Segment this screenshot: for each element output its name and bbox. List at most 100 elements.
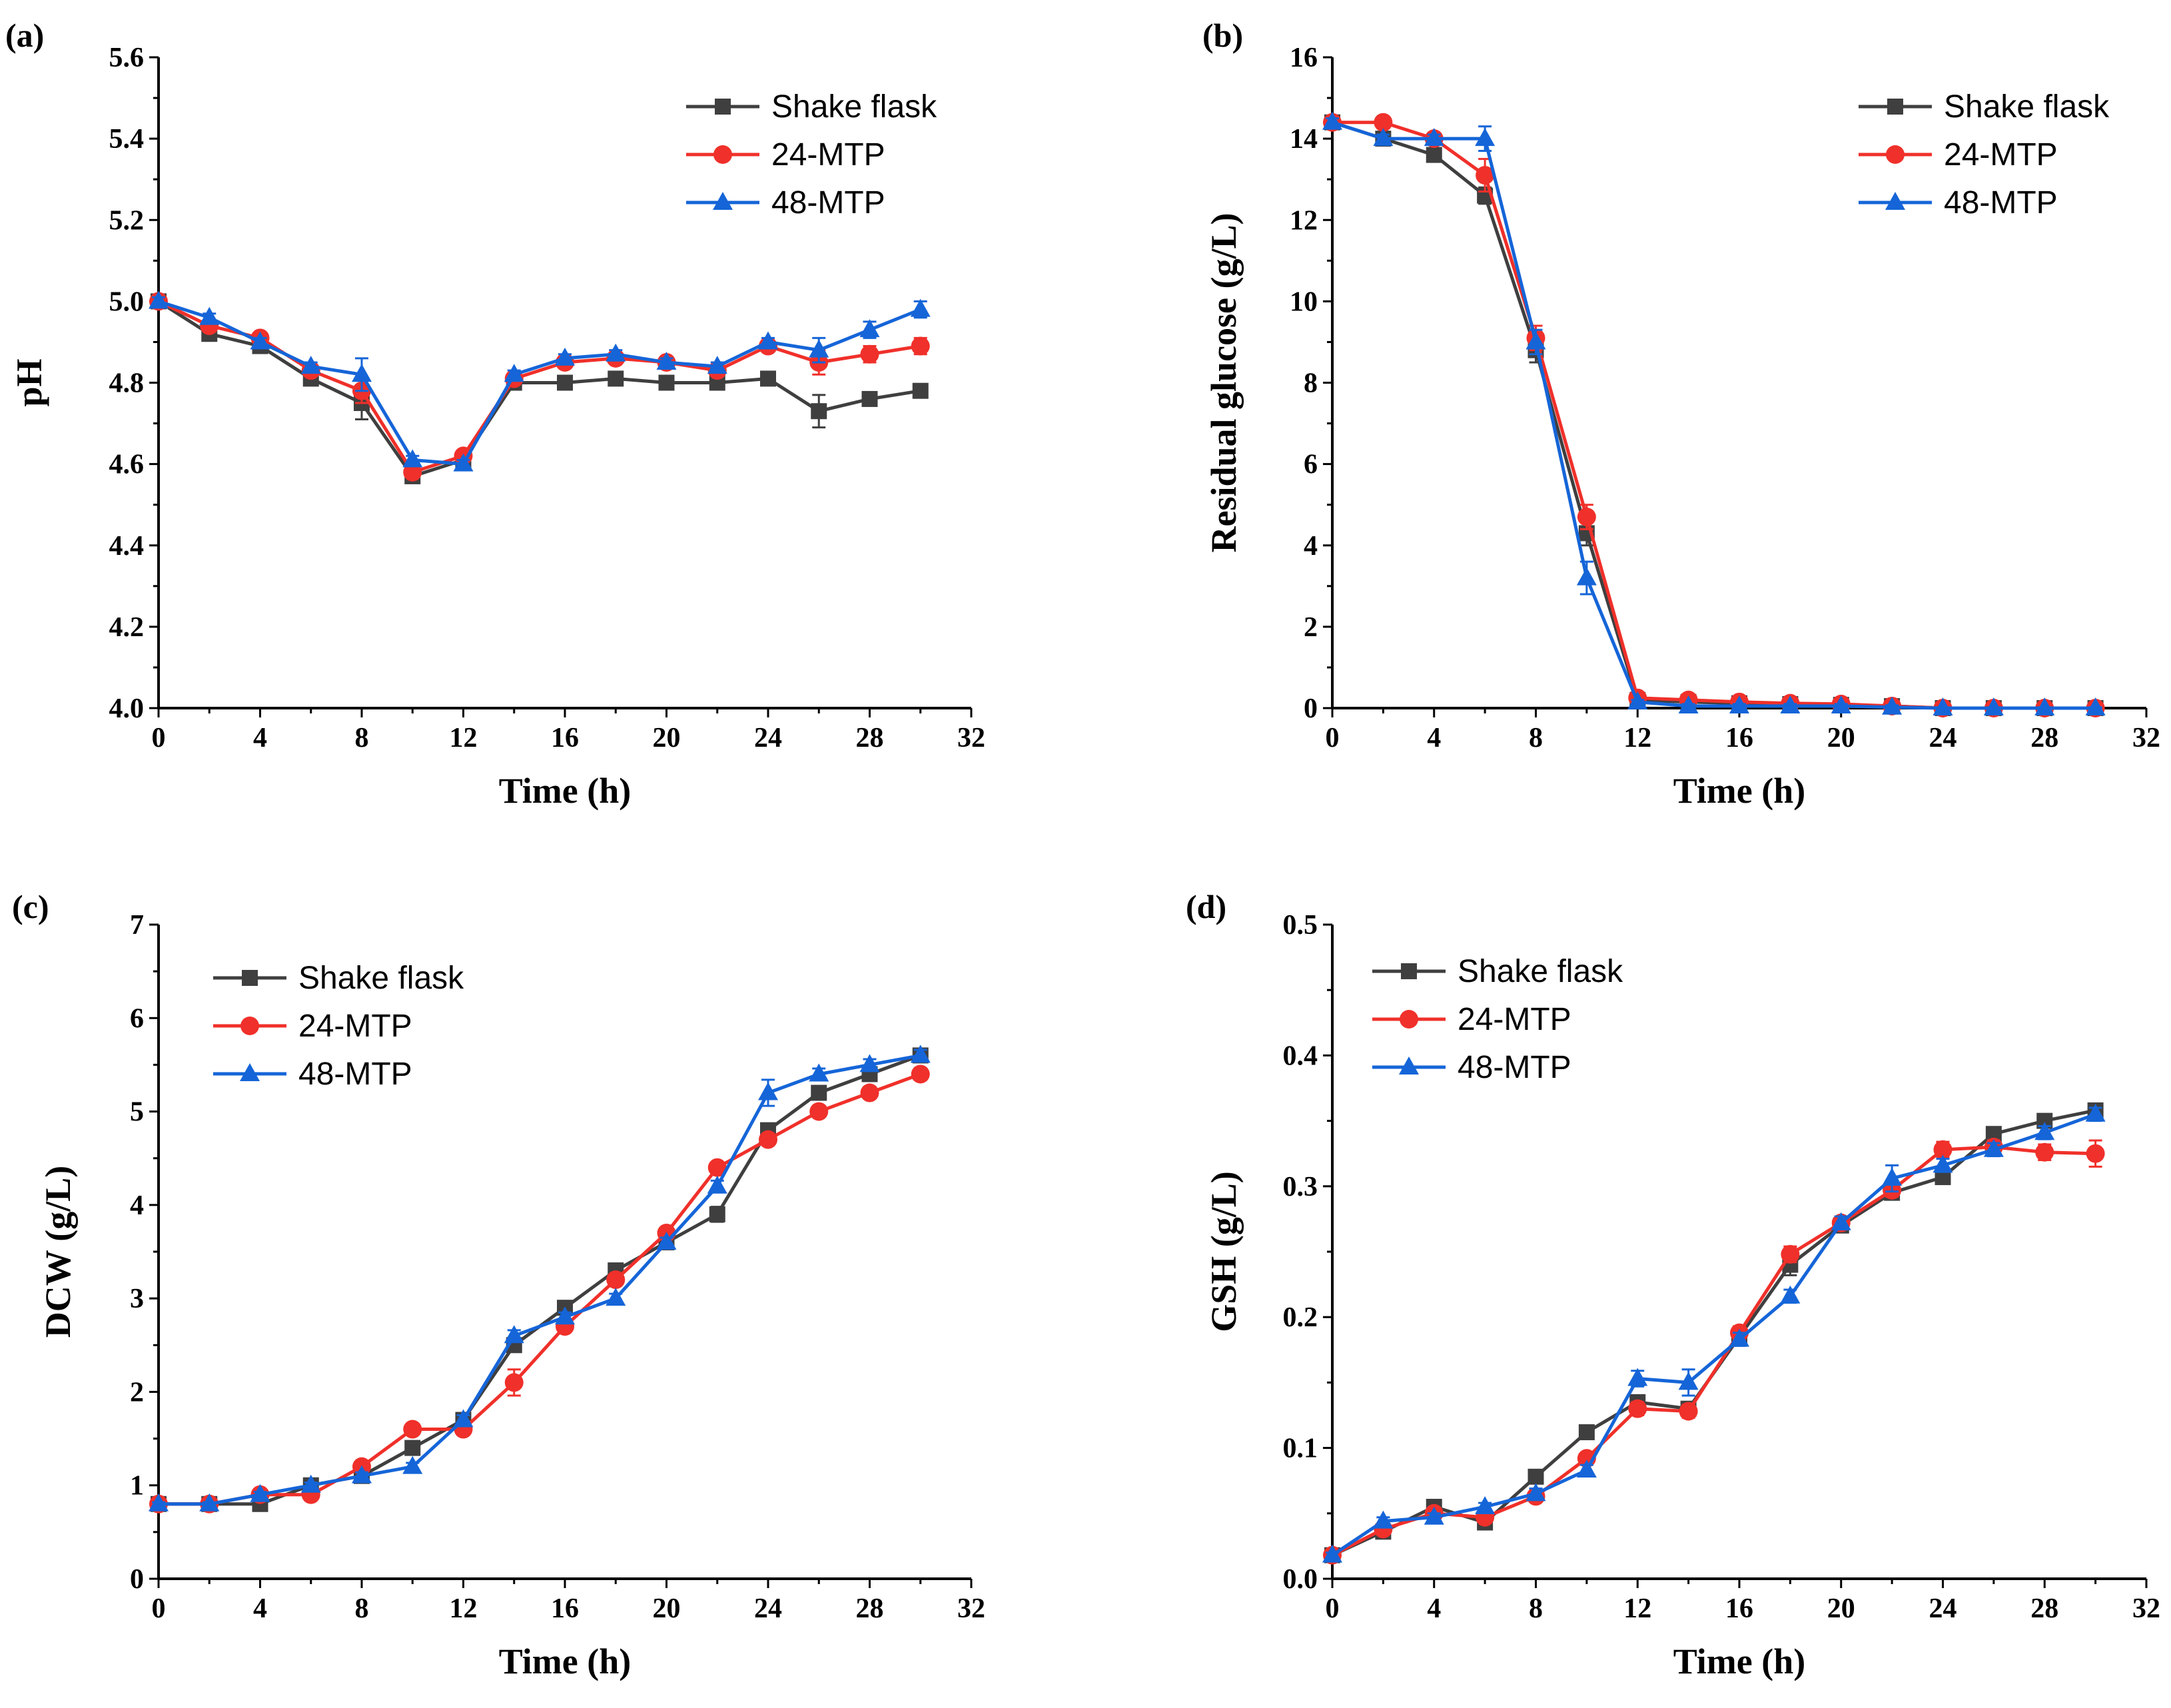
data-point: [1475, 1495, 1496, 1514]
legend-marker: [1887, 99, 1903, 115]
x-tick-label: 4: [253, 1593, 267, 1624]
data-point: [1373, 1510, 1394, 1529]
y-tick-label: 5.2: [109, 205, 145, 236]
data-point: [1983, 1138, 2004, 1157]
y-tick-label: 5.6: [109, 43, 145, 73]
y-tick-label: 4.6: [109, 450, 145, 480]
data-point: [199, 306, 220, 325]
data-point: [555, 1306, 575, 1325]
data-point: [404, 1440, 421, 1456]
legend-marker: [1401, 963, 1417, 979]
y-tick-label: 4.0: [109, 693, 145, 724]
series-line: [157, 300, 921, 474]
data-point: [1426, 147, 1442, 163]
data-point: [504, 364, 524, 382]
data-point: [1424, 128, 1444, 147]
x-axis-title: Time (h): [499, 771, 632, 811]
data-point: [1577, 508, 1596, 527]
data-point: [1983, 697, 2004, 715]
x-tick-label: 24: [754, 723, 782, 753]
data-point: [1678, 695, 1699, 713]
data-point: [1322, 111, 1342, 130]
series-shake-flask: [1324, 1102, 2104, 1563]
y-tick-label: 0: [130, 1564, 144, 1595]
data-point: [1780, 695, 1801, 713]
data-point: [1475, 128, 1496, 147]
data-point: [1373, 128, 1394, 147]
x-tick-label: 28: [2030, 1593, 2058, 1624]
data-point: [2086, 1144, 2105, 1163]
data-point: [707, 1158, 727, 1177]
data-point: [149, 290, 169, 309]
data-point: [809, 1102, 829, 1121]
legend-entry: 48-MTP: [298, 1057, 412, 1092]
legend: Shake flask 24-MTP 48-MTP: [1859, 89, 2110, 220]
data-point: [1374, 113, 1393, 132]
x-tick-label: 12: [1623, 723, 1651, 753]
data-point: [707, 1175, 727, 1194]
x-tick-label: 4: [1427, 1593, 1441, 1624]
x-tick-label: 24: [754, 1593, 782, 1624]
data-point: [2034, 1122, 2055, 1140]
data-point: [811, 1084, 827, 1101]
data-point: [809, 339, 829, 358]
x-axis-title: Time (h): [1673, 771, 1806, 811]
data-point: [2085, 1103, 2106, 1122]
data-point: [504, 1373, 524, 1392]
chart-panel-d: 0 4 8 12 16 20 24 28 32 0.0 0.1 0.2 0.3 0.4 0.5 Time (h…: [1186, 888, 2160, 1681]
legend-entry: 24-MTP: [1458, 1002, 1571, 1037]
data-point: [1781, 1244, 1800, 1264]
data-point: [2035, 1142, 2054, 1162]
legend-entry: 48-MTP: [771, 185, 885, 220]
panel-label: (c): [12, 888, 49, 925]
y-tick-label: 4: [1304, 531, 1318, 562]
data-point: [1525, 331, 1546, 350]
x-tick-label: 8: [355, 1593, 369, 1624]
x-axis-title: Time (h): [499, 1641, 632, 1681]
series-48-mtp: [149, 1045, 931, 1511]
series-line: [1331, 1108, 2096, 1557]
series-line: [159, 1072, 921, 1506]
x-tick-label: 28: [856, 723, 884, 753]
data-point: [809, 1063, 829, 1082]
y-tick-label: 10: [1290, 286, 1318, 317]
data-point: [1679, 1402, 1698, 1421]
y-tick-label: 3: [130, 1284, 144, 1314]
data-point: [606, 1270, 626, 1290]
y-tick-label: 8: [1304, 368, 1318, 399]
data-point: [1424, 1506, 1444, 1525]
data-point: [910, 1045, 931, 1063]
x-axis-title: Time (h): [1673, 1641, 1806, 1681]
x-tick-label: 8: [1529, 1593, 1543, 1624]
data-point: [1476, 166, 1495, 185]
series-line: [1331, 1145, 2096, 1557]
x-tick-label: 32: [2132, 1593, 2160, 1624]
data-point: [453, 453, 474, 472]
data-point: [860, 344, 879, 364]
y-tick-label: 5: [130, 1097, 144, 1128]
y-tick-label: 5.4: [109, 124, 145, 155]
series-line: [1332, 121, 2096, 710]
legend-entry: Shake flask: [298, 961, 464, 996]
data-point: [1527, 1468, 1544, 1485]
data-point: [1882, 1168, 1903, 1186]
data-point: [758, 331, 778, 350]
series-24-mtp: [149, 292, 930, 482]
x-tick-label: 20: [1827, 723, 1855, 753]
data-point: [300, 1474, 321, 1493]
panel-label: (a): [5, 17, 44, 54]
y-tick-label: 1: [130, 1471, 144, 1501]
series-line: [158, 300, 921, 466]
y-tick-label: 2: [130, 1377, 144, 1408]
data-point: [1576, 1459, 1597, 1478]
x-tick-label: 12: [450, 723, 478, 753]
x-tick-label: 0: [1326, 723, 1340, 753]
data-point: [859, 1054, 880, 1072]
legend-marker: [1400, 1010, 1418, 1029]
series-line: [1331, 1112, 2096, 1557]
y-tick-label: 16: [1290, 43, 1318, 73]
legend-entry: Shake flask: [1458, 954, 1623, 989]
data-point: [403, 462, 422, 482]
